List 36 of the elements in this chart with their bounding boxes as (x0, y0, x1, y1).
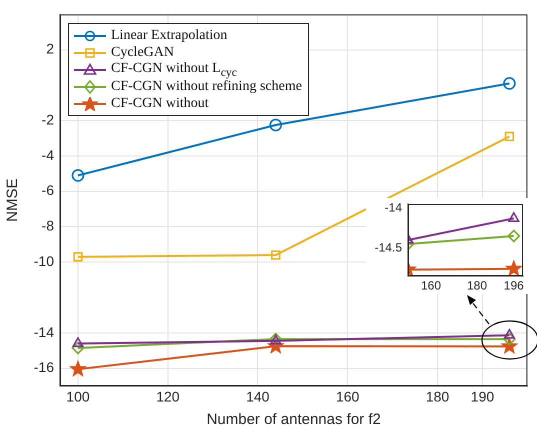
point (269, 118, 282, 132)
x-tick-label: 140 (246, 388, 270, 404)
y-tick-label: -10 (34, 252, 54, 269)
y-tick-label: -6 (42, 182, 54, 198)
x-tick-label: 180 (426, 388, 450, 404)
y-tick-label: -14 (34, 324, 54, 340)
y-tick-label: 2 (46, 40, 54, 57)
point (73, 252, 83, 262)
point (271, 250, 280, 260)
point (72, 169, 84, 182)
point (504, 132, 514, 142)
y-tick-label: -16 (34, 359, 54, 376)
point (70, 360, 86, 376)
x-tick-label: 196 (504, 278, 524, 293)
y-tick-label: -8 (42, 218, 54, 234)
legend-label: CF-CGN without L$_{cyc}$ (111, 61, 237, 79)
y-tick-label: -2 (42, 111, 54, 128)
x-tick-label: 180 (466, 278, 488, 293)
x-tick-label: 120 (156, 388, 180, 404)
point (72, 337, 84, 348)
legend-label: CycleGAN (111, 44, 174, 61)
x-tick-label: 160 (336, 388, 360, 404)
y-tick-label: -14.5 (374, 240, 402, 254)
legend-label: Linear Extrapolation (111, 28, 228, 44)
x-axis-title: Number of antennas for f2 (206, 411, 381, 428)
x-tick-label: 160 (420, 278, 442, 293)
x-tick-label: 190 (470, 388, 494, 404)
y-tick-label: -4 (42, 146, 54, 163)
point (72, 342, 84, 354)
point (504, 328, 515, 339)
legend-label: CF-CGN without refining scheme (111, 78, 302, 95)
y-axis-title: NMSE (4, 178, 22, 222)
legend-label: CF-CGN without (111, 96, 209, 112)
y-tick-label: -14 (384, 200, 402, 214)
x-tick-label: 100 (66, 388, 90, 404)
point (503, 77, 516, 90)
